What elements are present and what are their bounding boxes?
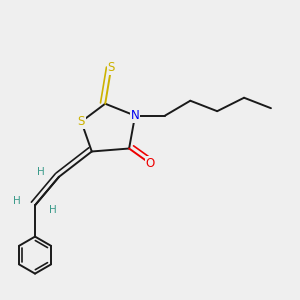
Text: O: O <box>146 157 154 170</box>
Text: N: N <box>131 109 140 122</box>
Text: S: S <box>107 61 115 74</box>
Text: H: H <box>13 196 21 206</box>
Text: S: S <box>78 115 85 128</box>
Text: H: H <box>49 205 57 215</box>
Text: H: H <box>37 167 45 177</box>
